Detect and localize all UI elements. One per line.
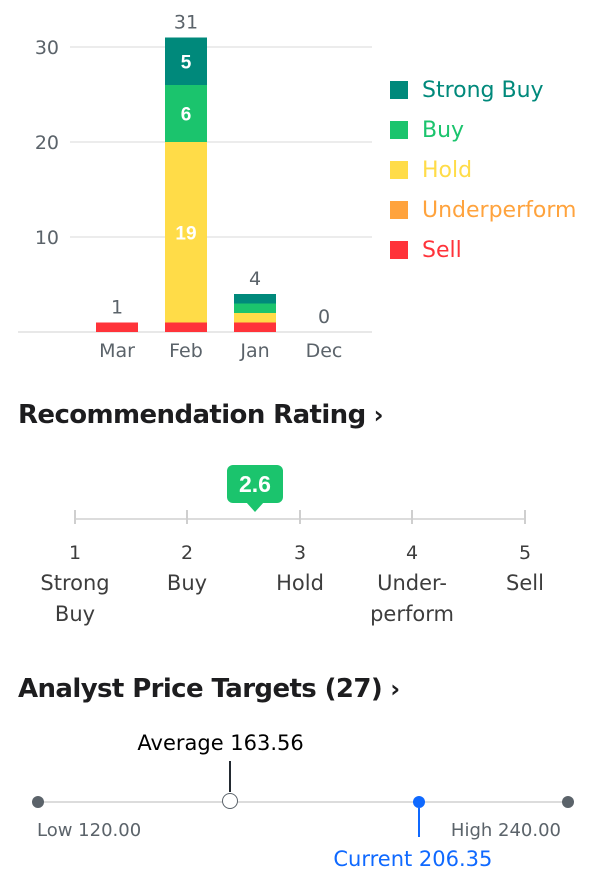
legend-label-underperform: Underperform: [422, 197, 577, 223]
bar-mar-sell: [96, 322, 138, 332]
rating-level-number: 5: [518, 542, 532, 564]
rating-tick-4: [411, 510, 413, 524]
chevron-right-icon: ›: [390, 675, 400, 703]
chevron-right-icon: ›: [373, 401, 384, 429]
legend-item-buy[interactable]: Buy: [390, 110, 576, 150]
legend-item-strong-buy[interactable]: Strong Buy: [390, 70, 576, 110]
legend-label-strong-buy: Strong Buy: [422, 77, 544, 103]
price-target-range: Average 163.56 Current 206.35 Low 120.00…: [0, 720, 594, 883]
analyst-price-targets-title: Analyst Price Targets (27): [18, 674, 383, 704]
bar-feb-buy: [165, 85, 207, 142]
bar-segment-label: 5: [181, 52, 192, 73]
bar-jan-hold: [234, 313, 276, 323]
legend-item-hold[interactable]: Hold: [390, 150, 576, 190]
x-tick-label: Jan: [239, 340, 269, 362]
rating-tick-3: [299, 510, 301, 524]
bar-feb-strong-buy: [165, 37, 207, 85]
low-marker: [32, 796, 44, 808]
x-tick-label: Mar: [99, 340, 135, 362]
bar-total-label: 4: [249, 268, 261, 290]
y-tick-label: 10: [35, 227, 59, 249]
rating-level-1: 1 Strong Buy: [15, 539, 135, 630]
rating-level-3: 3 Hold: [240, 539, 360, 599]
legend-item-sell[interactable]: Sell: [390, 230, 576, 270]
legend-swatch-hold: [390, 161, 408, 179]
rating-level-4: 4 Under- perform: [352, 539, 472, 630]
current-stem: [418, 808, 421, 837]
legend-label-hold: Hold: [422, 157, 473, 183]
bar-jan-buy: [234, 303, 276, 313]
rating-level-label: Under- perform: [370, 571, 454, 626]
x-tick-label: Dec: [306, 340, 343, 362]
legend-swatch-strong-buy: [390, 81, 408, 99]
rating-tick-5: [524, 510, 526, 524]
bar-segment-label: 19: [175, 223, 196, 244]
y-tick-label: 30: [35, 37, 59, 59]
rating-level-number: 1: [68, 542, 82, 564]
legend-label-buy: Buy: [422, 117, 465, 143]
bar-total-label: 0: [318, 306, 330, 328]
low-target-label: Low 120.00: [37, 820, 142, 841]
bar-feb-hold: [165, 142, 207, 323]
chart-legend: Strong Buy Buy Hold Underperform Sell: [390, 70, 576, 270]
bar-jan-strong-buy: [234, 294, 276, 304]
rating-level-label: Strong Buy: [40, 571, 110, 626]
current-price-marker: [413, 796, 426, 808]
legend-swatch-underperform: [390, 201, 408, 219]
bar-segment-label: 6: [181, 105, 192, 126]
rating-value-badge: 2.6: [227, 465, 283, 503]
rating-level-2: 2 Buy: [127, 539, 247, 599]
rating-tick-1: [74, 510, 76, 524]
rating-level-label: Sell: [506, 571, 544, 595]
rating-level-number: 2: [180, 542, 194, 564]
bar-jan-sell: [234, 322, 276, 332]
legend-item-underperform[interactable]: Underperform: [390, 190, 576, 230]
y-tick-label: 20: [35, 132, 59, 154]
average-marker: [222, 793, 239, 809]
recommendation-rating-link[interactable]: Recommendation Rating ›: [18, 400, 384, 430]
average-stem: [229, 761, 232, 792]
average-target-label: Average 163.56: [137, 731, 304, 755]
rating-level-number: 3: [293, 542, 307, 564]
legend-label-sell: Sell: [422, 237, 462, 263]
rating-tick-2: [186, 510, 188, 524]
high-marker: [562, 796, 574, 808]
rating-level-number: 4: [405, 542, 419, 564]
rating-level-label: Hold: [276, 571, 324, 595]
rating-level-label: Buy: [166, 571, 208, 595]
bar-feb-sell: [165, 322, 207, 332]
current-price-label: Current 206.35: [333, 847, 493, 871]
price-range-line: [38, 801, 568, 803]
rating-badge-pointer: [246, 502, 264, 512]
bar-total-label: 31: [174, 12, 198, 34]
recommendation-rating-scale: 2.6 1 Strong Buy 2 Buy 3 Hold 4 Under- p…: [0, 455, 594, 645]
legend-swatch-buy: [390, 121, 408, 139]
x-tick-label: Feb: [169, 340, 203, 362]
rating-level-5: 5 Sell: [465, 539, 585, 599]
recommendation-rating-title: Recommendation Rating: [18, 400, 366, 430]
ratings-bar-chart: 10 20 30 1 Mar 19 6 5 31 Feb 4 Jan 0 Dec: [18, 12, 372, 362]
bar-total-label: 1: [111, 297, 123, 319]
high-target-label: High 240.00: [450, 820, 561, 841]
analyst-price-targets-link[interactable]: Analyst Price Targets (27) ›: [18, 674, 400, 704]
legend-swatch-sell: [390, 241, 408, 259]
